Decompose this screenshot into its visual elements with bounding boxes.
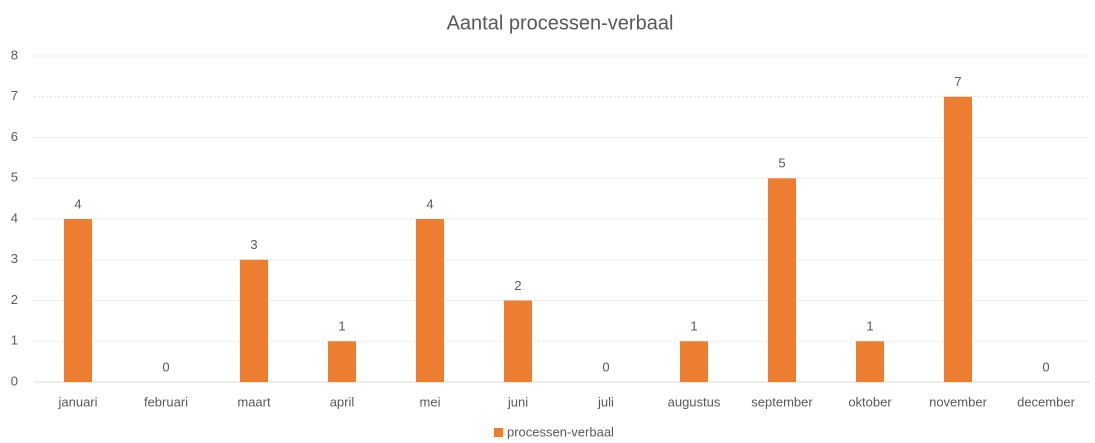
y-tick-label: 6 [11, 129, 18, 144]
x-tick-label: maart [237, 394, 271, 409]
y-tick-label: 1 [11, 333, 18, 348]
x-tick-label: april [330, 394, 355, 409]
data-label: 1 [338, 319, 345, 334]
y-tick-label: 8 [11, 47, 18, 62]
x-tick-label: augustus [668, 394, 721, 409]
chart-title: Aantal processen-verbaal [447, 12, 674, 34]
data-label: 5 [778, 156, 785, 171]
data-label: 3 [250, 237, 257, 252]
data-label: 4 [426, 196, 433, 211]
x-tick-label: december [1017, 394, 1075, 409]
x-tick-label: september [751, 394, 813, 409]
bar [64, 219, 92, 382]
data-label: 0 [1042, 359, 1049, 374]
legend-swatch [494, 428, 503, 437]
data-label: 0 [602, 359, 609, 374]
y-tick-label: 7 [11, 88, 18, 103]
bar [416, 219, 444, 382]
bar [240, 259, 268, 382]
data-label: 1 [690, 319, 697, 334]
x-tick-label: januari [57, 394, 97, 409]
bar [856, 341, 884, 382]
y-tick-label: 0 [11, 373, 18, 388]
x-tick-label: mei [420, 394, 441, 409]
legend-label: processen-verbaal [507, 424, 614, 439]
data-label: 7 [954, 74, 961, 89]
data-label: 0 [162, 359, 169, 374]
data-label: 4 [74, 196, 81, 211]
bar [680, 341, 708, 382]
x-tick-label: juni [507, 394, 528, 409]
y-tick-label: 2 [11, 292, 18, 307]
y-tick-label: 5 [11, 170, 18, 185]
x-tick-label: februari [144, 394, 188, 409]
bar [768, 178, 796, 382]
data-label: 1 [866, 319, 873, 334]
x-tick-label: oktober [848, 394, 892, 409]
x-tick-label: juli [597, 394, 614, 409]
y-tick-label: 3 [11, 251, 18, 266]
data-label: 2 [514, 278, 521, 293]
bar [504, 300, 532, 382]
bar [944, 96, 972, 382]
bar [328, 341, 356, 382]
x-tick-label: november [929, 394, 987, 409]
y-tick-label: 4 [11, 210, 18, 225]
